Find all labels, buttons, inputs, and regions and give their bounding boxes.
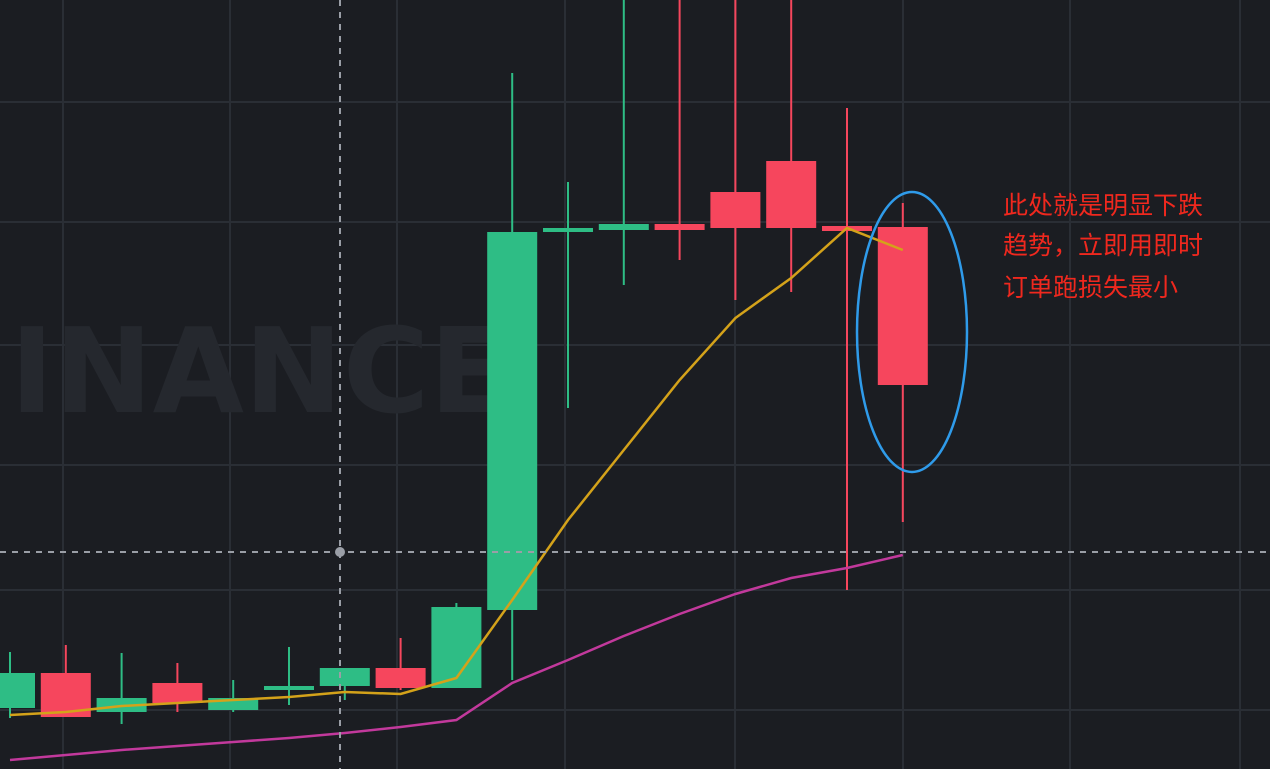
candle-body (152, 683, 203, 703)
candle-body (375, 668, 426, 688)
crosshair-point (335, 547, 345, 557)
candle-body (264, 686, 314, 690)
candle-body (654, 224, 705, 230)
candle-body (877, 227, 928, 385)
annotation: 此处就是明显下跌 (1003, 191, 1203, 220)
annotation: 订单跑损失最小 (1003, 273, 1178, 302)
candle-body (598, 224, 649, 230)
highlight-ellipse (855, 190, 969, 474)
candle-body (543, 228, 593, 232)
annotation: 趋势，立即用即时 (1003, 231, 1203, 260)
watermark: INANCE (10, 302, 510, 440)
moving-average-line (9, 553, 904, 762)
moving-average-line (9, 226, 904, 717)
candle-body (766, 161, 817, 228)
candle-body (710, 192, 761, 228)
candle-body (319, 668, 370, 686)
candle-body (487, 232, 538, 610)
candle-body (0, 673, 35, 708)
candle-body (431, 607, 482, 688)
